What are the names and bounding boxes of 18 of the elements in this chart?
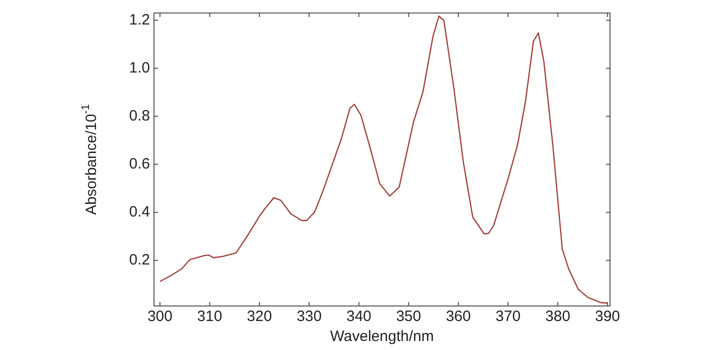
x-tick-label: 370	[496, 308, 521, 326]
x-tick-label: 390	[595, 308, 620, 326]
y-tick-label: 0.6	[129, 155, 150, 172]
y-tick-label: 0.8	[129, 107, 150, 124]
x-axis-title: Wavelength/nm	[330, 328, 434, 346]
x-tick-label: 380	[545, 308, 570, 326]
y-axis-title: Absorbance/10-1	[80, 104, 100, 215]
x-tick-label: 300	[147, 308, 172, 326]
x-tick-label: 350	[396, 308, 422, 326]
x-tick-label: 330	[296, 308, 322, 326]
y-tick-label: 0.2	[129, 252, 150, 269]
x-tick-label: 360	[446, 308, 471, 326]
y-tick-label: 1.2	[129, 11, 150, 28]
x-tick-label: 310	[197, 308, 222, 326]
y-tick-label: 0.4	[129, 203, 150, 220]
y-tick-label: 1.0	[129, 59, 150, 76]
x-tick-label: 320	[246, 308, 272, 326]
x-tick-label: 340	[346, 308, 372, 326]
